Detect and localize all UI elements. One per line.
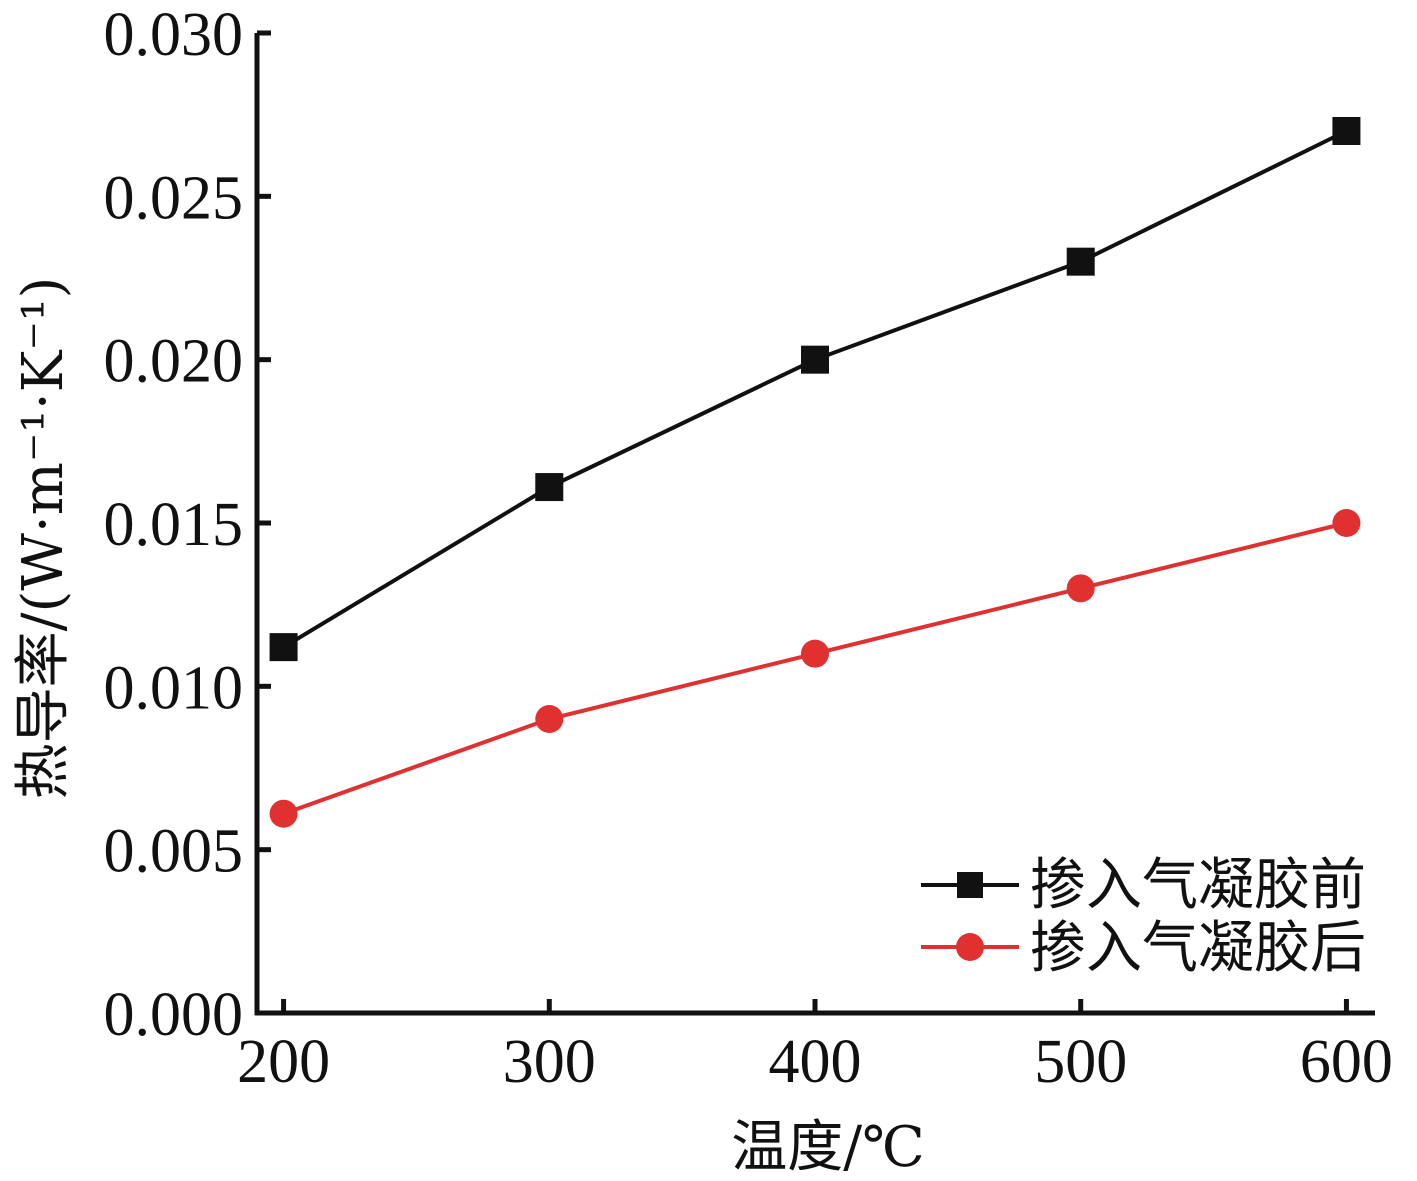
data-point-series-2 (801, 639, 829, 668)
series-line-2 (282, 521, 1347, 816)
legend-label-series-1: 掺入气凝胶前 (1030, 853, 1366, 918)
y-tick-label: 0.000 (104, 981, 244, 1049)
x-tick-label: 500 (1034, 1028, 1127, 1096)
x-tick-label: 200 (237, 1028, 330, 1096)
legend-label-series-2: 掺入气凝胶后 (1030, 916, 1366, 981)
x-tick-label: 300 (503, 1028, 596, 1096)
data-point-series-1 (269, 633, 298, 662)
data-point-series-1 (1066, 247, 1095, 276)
y-tick-label: 0.030 (104, 1, 244, 69)
legend: 掺入气凝胶前 掺入气凝胶后 (921, 853, 1366, 981)
y-axis-title: 热导率/(W·m⁻¹·K⁻¹) (11, 277, 76, 800)
x-tick-label: 400 (769, 1028, 862, 1096)
legend-marker-series-1 (957, 872, 983, 898)
data-point-series-2 (1066, 574, 1095, 603)
data-point-series-2 (1332, 509, 1361, 537)
y-tick-label: 0.015 (104, 491, 244, 559)
y-ticks: 0.000 0.005 0.010 0.015 0.020 0.025 0.030 (104, 1, 271, 1049)
x-tick-label: 600 (1300, 1028, 1393, 1096)
x-ticks: 200 300 400 500 600 (237, 999, 1393, 1096)
series-line-1 (282, 129, 1348, 649)
y-tick-label: 0.025 (104, 164, 244, 232)
data-point-series-1 (1332, 117, 1361, 145)
data-point-series-1 (801, 345, 829, 374)
y-tick-label: 0.005 (104, 818, 244, 886)
data-point-series-1 (535, 473, 564, 502)
series-layer (269, 117, 1361, 828)
y-tick-label: 0.020 (104, 328, 244, 396)
y-tick-label: 0.010 (104, 654, 244, 722)
data-point-series-2 (535, 705, 564, 733)
data-point-series-2 (269, 799, 298, 828)
legend-marker-series-2 (956, 933, 984, 961)
x-axis-title: 温度/℃ (731, 1115, 925, 1180)
